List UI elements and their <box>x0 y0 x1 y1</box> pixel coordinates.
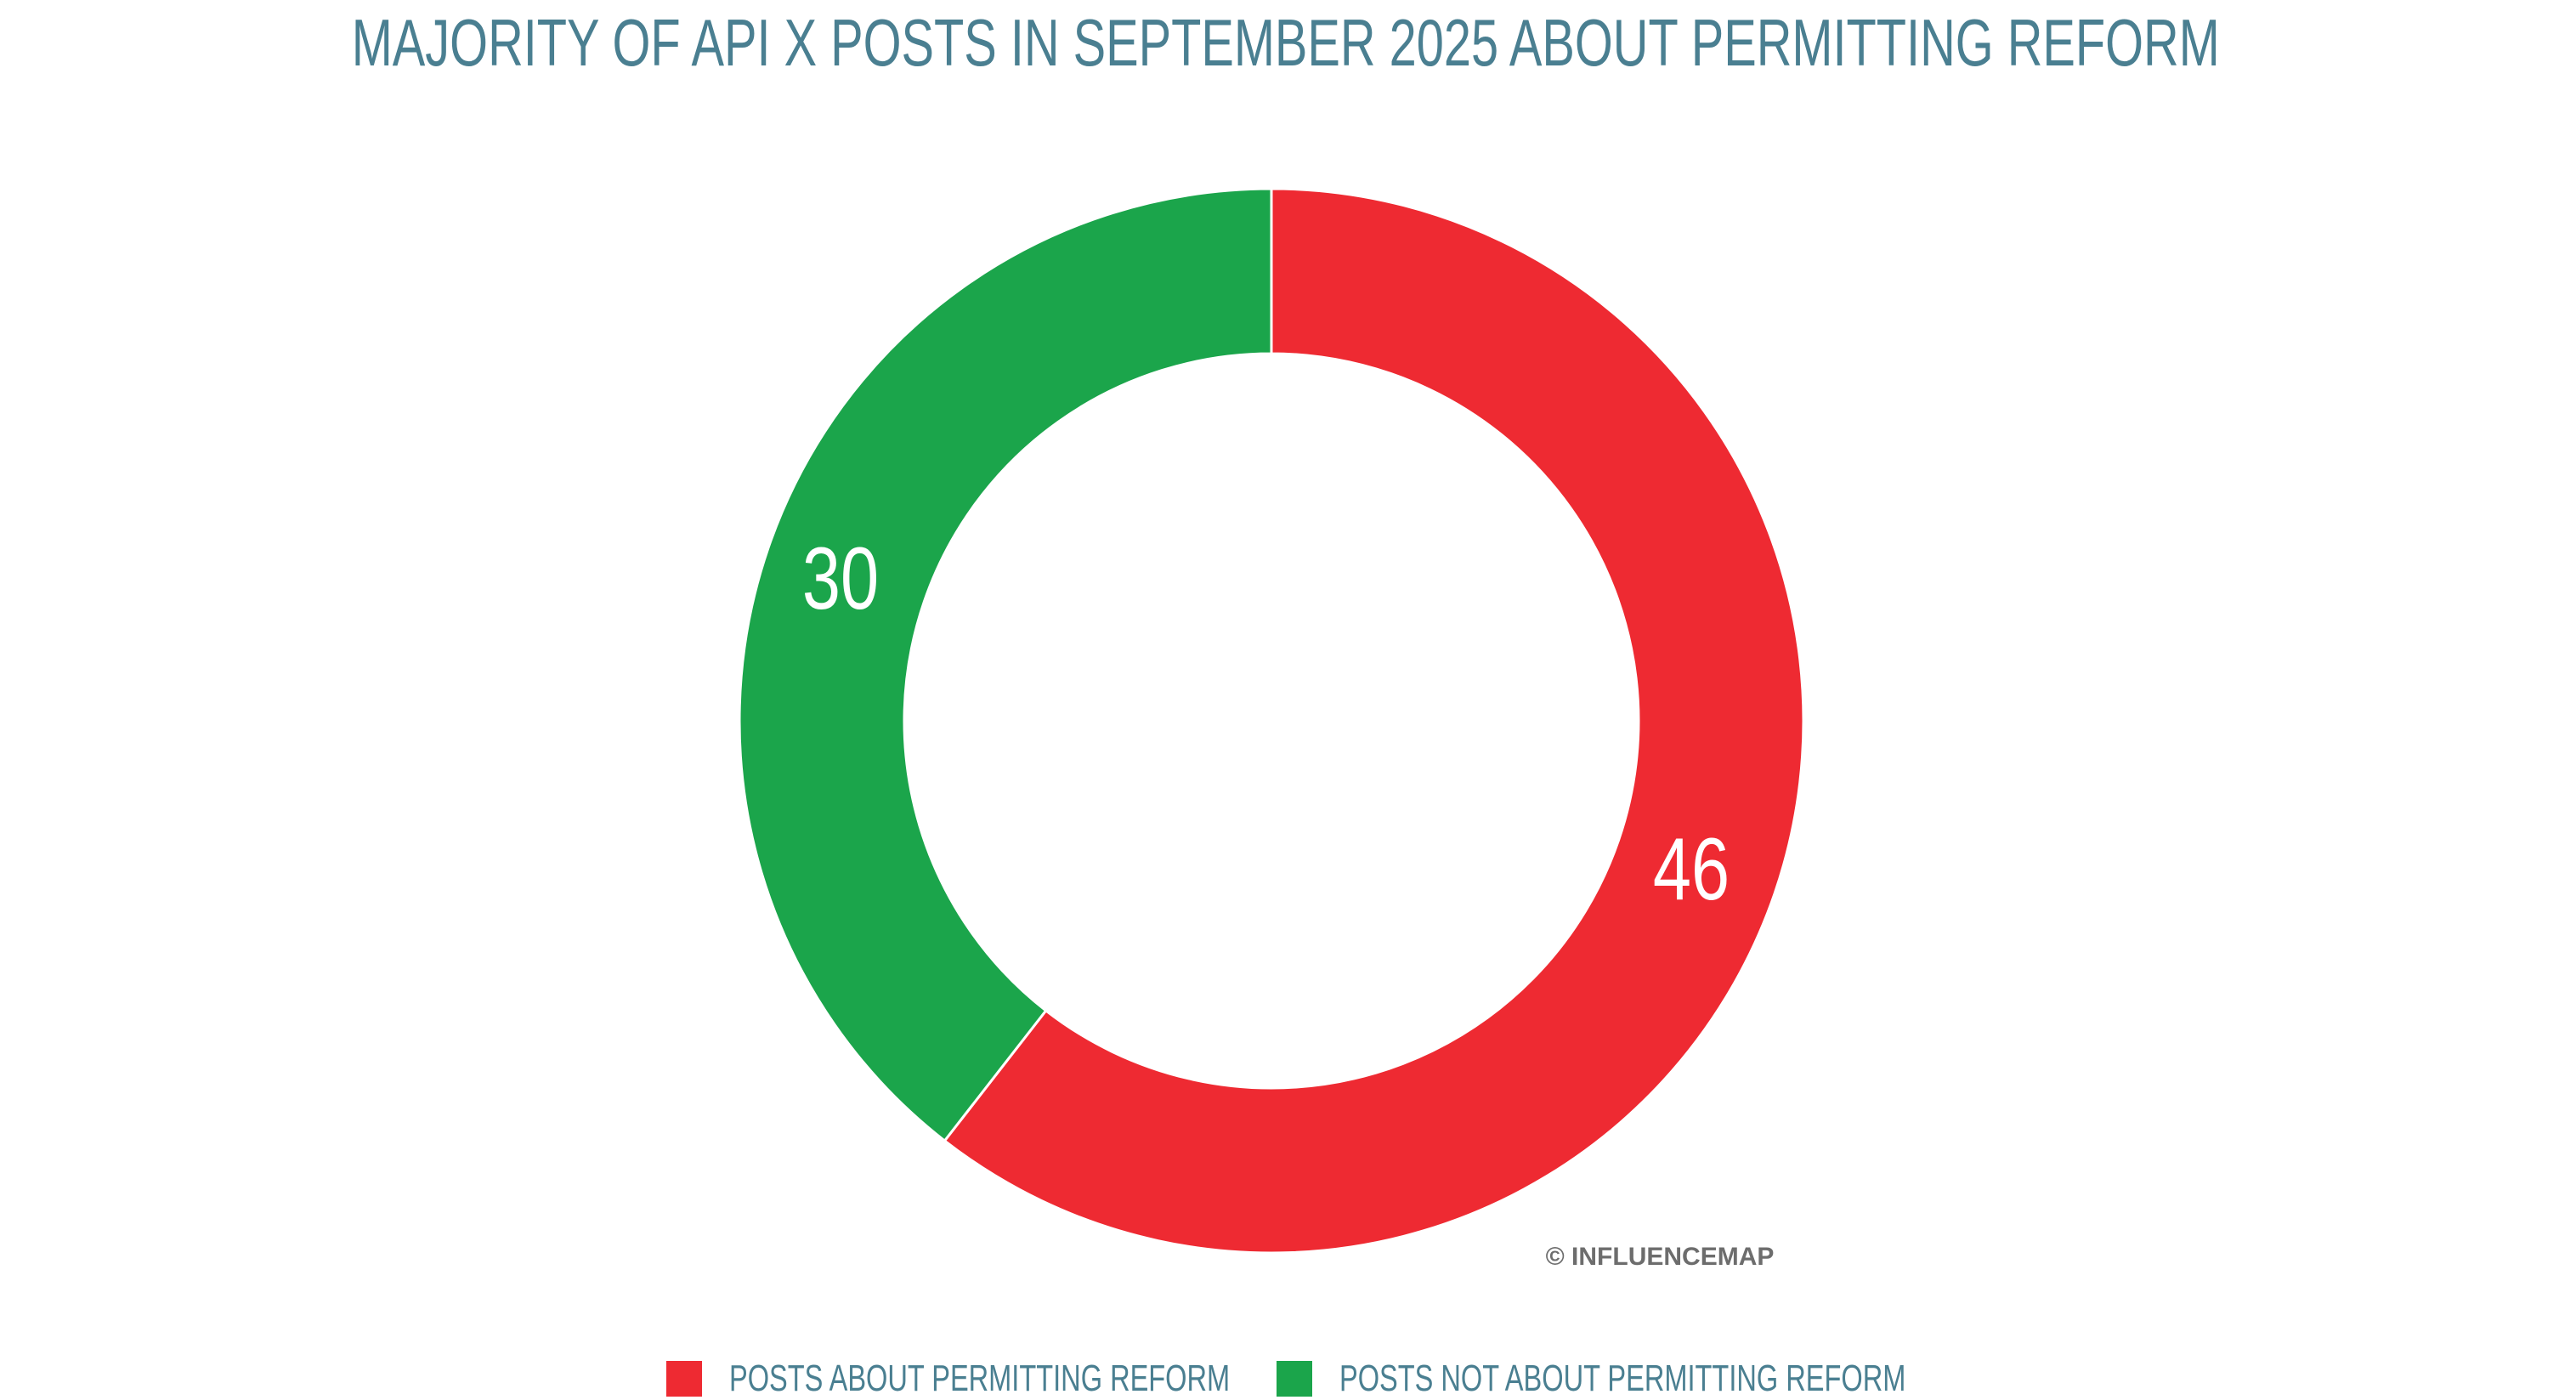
donut-slices <box>738 187 1805 1255</box>
chart-credit: © INFLUENCEMAP <box>1546 1243 1775 1271</box>
slice-posts-not-about <box>738 187 1273 1143</box>
legend-label-posts-not-about: POSTS NOT ABOUT PERMITTING REFORM <box>1339 1357 1906 1399</box>
legend-item-posts-about: POSTS ABOUT PERMITTING REFORM <box>666 1357 1406 1399</box>
legend-label-posts-about: POSTS ABOUT PERMITTING REFORM <box>729 1357 1231 1399</box>
chart-legend: POSTS ABOUT PERMITTING REFORM POSTS NOT … <box>0 1357 2576 1399</box>
donut-chart: 46 30 © INFLUENCEMAP <box>738 187 1805 1271</box>
legend-swatch-posts-not-about <box>1277 1361 1312 1397</box>
chart-title-container: MAJORITY OF API X POSTS IN SEPTEMBER 202… <box>0 0 2576 94</box>
chart-title: MAJORITY OF API X POSTS IN SEPTEMBER 202… <box>351 5 2220 80</box>
donut-labels: 46 30 <box>802 529 1730 918</box>
slice-label-posts-not-about: 30 <box>802 529 879 627</box>
slice-label-posts-about: 46 <box>1653 819 1730 918</box>
legend-item-posts-not-about: POSTS NOT ABOUT PERMITTING REFORM <box>1277 1357 2104 1399</box>
slice-posts-about <box>943 187 1805 1255</box>
legend-swatch-posts-about <box>666 1361 702 1397</box>
